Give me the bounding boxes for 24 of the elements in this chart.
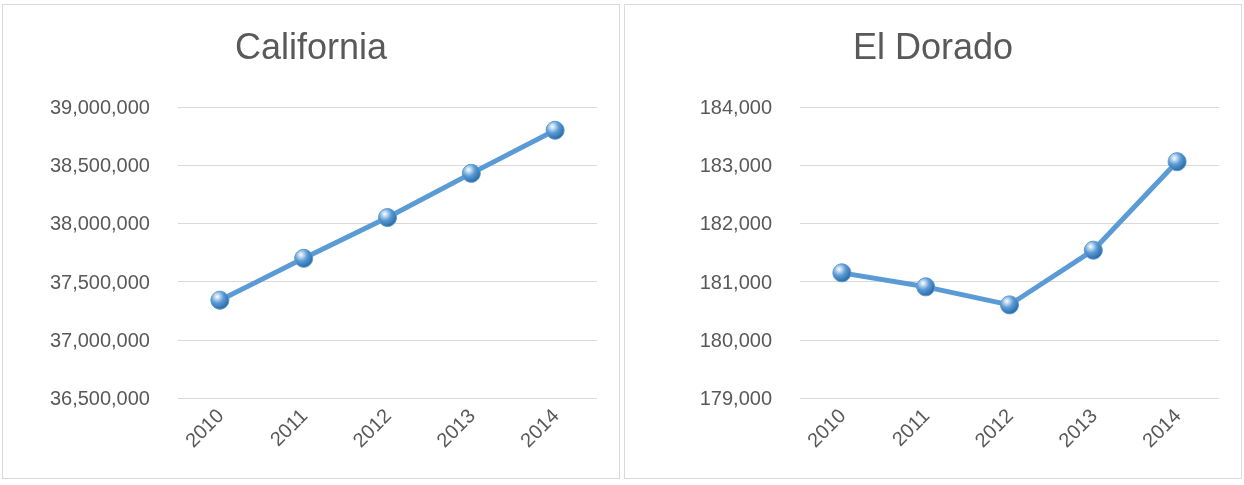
point <box>1000 295 1019 315</box>
y-tick-label: 38,500,000 <box>49 154 150 177</box>
point <box>1167 152 1187 172</box>
point <box>545 120 565 140</box>
point <box>461 163 481 183</box>
point <box>378 208 397 228</box>
y-tick-label: 181,000 <box>699 270 772 293</box>
point <box>294 248 314 268</box>
y-tick-label: 37,000,000 <box>49 328 150 351</box>
chart-title: El Dorado <box>852 25 1014 67</box>
point <box>1083 240 1103 260</box>
y-tick-label: 180,000 <box>699 328 772 351</box>
y-tick-label: 37,500,000 <box>49 270 150 293</box>
y-tick-label: 183,000 <box>699 154 772 177</box>
point <box>832 263 852 283</box>
y-tick-label: 179,000 <box>699 387 772 409</box>
point <box>210 290 230 310</box>
point <box>916 277 936 297</box>
y-tick-label: 38,000,000 <box>49 212 150 235</box>
y-tick-label: 39,000,000 <box>49 96 150 118</box>
chart-title: California <box>234 25 389 67</box>
y-tick-label: 36,500,000 <box>49 387 150 409</box>
y-tick-label: 184,000 <box>699 96 772 118</box>
y-tick-label: 182,000 <box>699 212 772 235</box>
